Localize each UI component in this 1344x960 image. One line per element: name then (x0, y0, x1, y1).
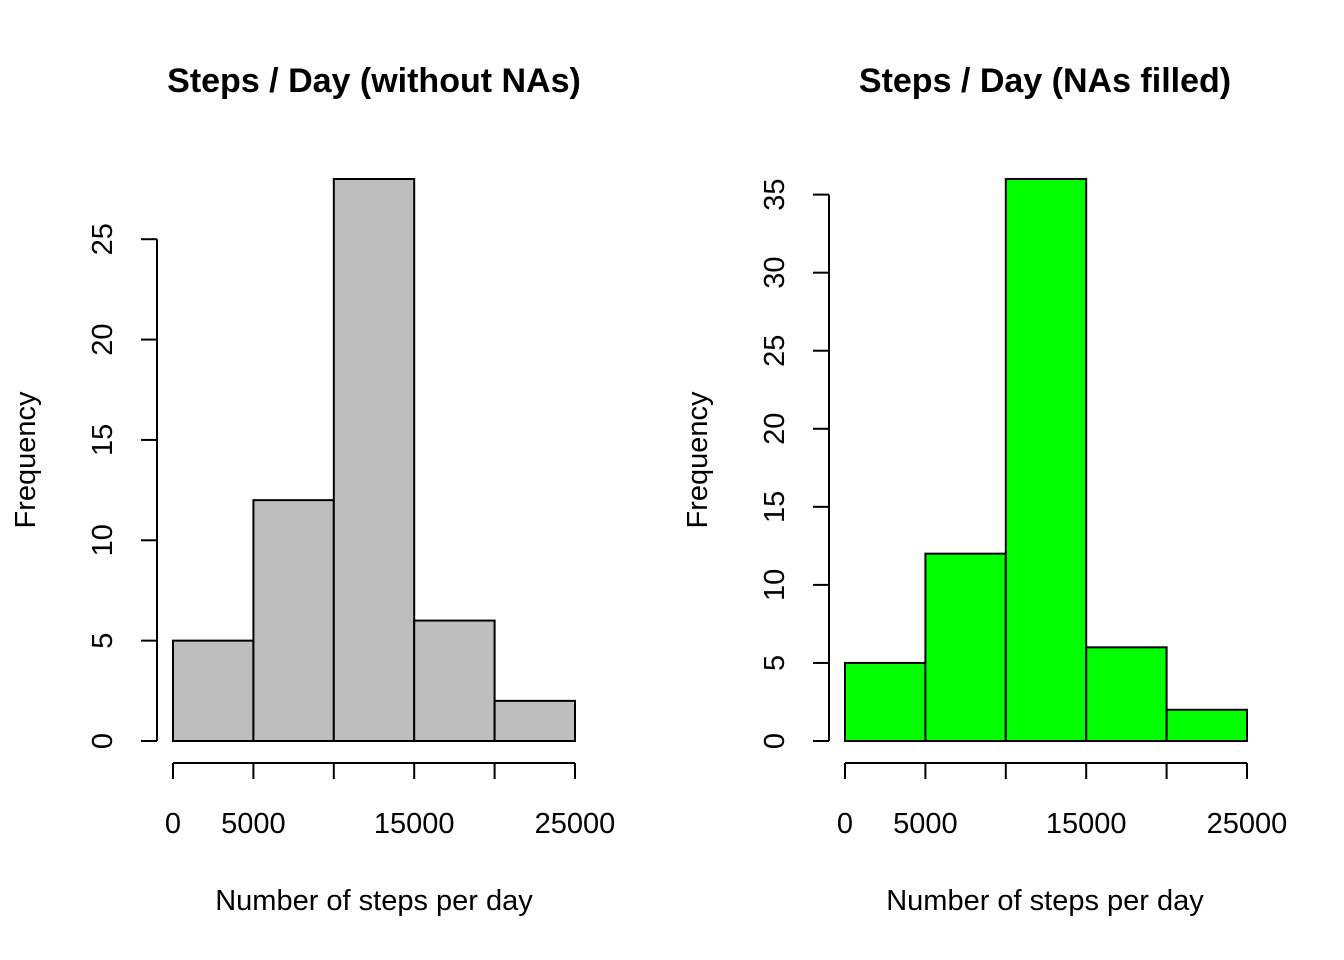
histogram-bar (252, 499, 335, 742)
x-tick-label: 25000 (535, 808, 616, 840)
histogram-bar (1085, 646, 1168, 742)
y-tick-label: 5 (759, 655, 791, 671)
y-axis: 0 5 10 15 20 25 (87, 223, 158, 749)
histogram-bar (844, 661, 927, 743)
histogram-bar (413, 619, 496, 742)
bars-group (172, 178, 577, 743)
histogram-bar (1004, 178, 1088, 742)
histogram-panel-nas-filled: Steps / Day (NAs filled) Number of steps… (682, 62, 1287, 917)
histogram-bar (493, 699, 577, 742)
y-axis-label: Frequency (682, 391, 714, 529)
y-tick-label: 35 (759, 178, 791, 210)
y-tick-label: 20 (87, 323, 119, 355)
histogram-bar (1165, 708, 1248, 742)
x-axis-label: Number of steps per day (886, 885, 1204, 917)
y-tick-label: 5 (87, 633, 119, 649)
histogram-bar (172, 639, 255, 743)
x-tick-label: 5000 (893, 808, 958, 840)
x-tick-label: 15000 (374, 808, 455, 840)
y-tick-label: 10 (87, 524, 119, 556)
y-tick-label: 15 (759, 491, 791, 523)
bars-group (844, 178, 1248, 743)
x-tick-label: 15000 (1046, 808, 1127, 840)
y-tick-label: 0 (87, 733, 119, 749)
histogram-bar (332, 178, 416, 742)
x-tick-label: 25000 (1207, 808, 1288, 840)
x-tick-label: 0 (837, 808, 853, 840)
y-tick-label: 20 (759, 413, 791, 445)
y-tick-label: 25 (87, 223, 119, 255)
y-axis: 0 5 10 15 20 25 30 35 (759, 178, 830, 749)
x-axis: 0 5000 15000 25000 (165, 762, 616, 840)
histogram-bar (924, 552, 1007, 743)
x-axis-label: Number of steps per day (215, 885, 533, 917)
y-tick-label: 0 (759, 733, 791, 749)
histogram-panel-without-nas: Steps / Day (without NAs) Number of step… (10, 62, 615, 917)
chart-title: Steps / Day (without NAs) (167, 62, 581, 100)
x-axis: 0 5000 15000 25000 (837, 762, 1288, 840)
y-axis-label: Frequency (10, 391, 42, 529)
x-tick-label: 5000 (221, 808, 286, 840)
y-tick-label: 10 (759, 569, 791, 601)
x-tick-label: 0 (165, 808, 181, 840)
y-tick-label: 15 (87, 424, 119, 456)
y-tick-label: 25 (759, 335, 791, 367)
y-tick-label: 30 (759, 257, 791, 289)
chart-title: Steps / Day (NAs filled) (859, 62, 1231, 100)
